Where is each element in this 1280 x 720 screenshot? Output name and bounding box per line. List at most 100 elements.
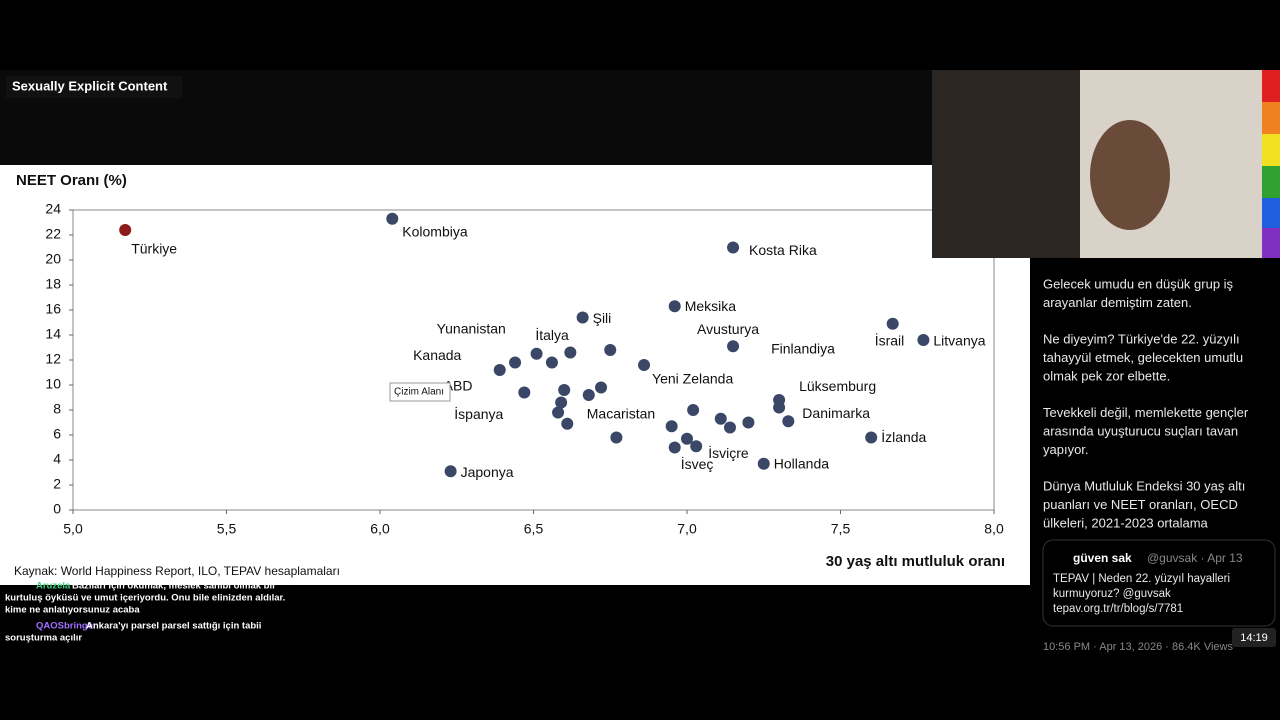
point <box>757 457 770 470</box>
x-tick-label: 7,0 <box>677 521 697 537</box>
y-tick-label: 12 <box>45 351 61 367</box>
quote-text: TEPAV | Neden 22. yüzyıl hayalleri <box>1053 573 1230 585</box>
point-label: Yeni Zelanda <box>652 371 733 387</box>
point-label: İsrail <box>875 331 905 348</box>
x-tick-label: 5,5 <box>217 521 237 537</box>
point-label: Hollanda <box>774 455 829 471</box>
y-axis-label: NEET Oranı (%) <box>16 172 127 189</box>
point <box>865 431 878 444</box>
point <box>576 311 589 324</box>
point <box>119 224 132 236</box>
point-label: Kosta Rika <box>749 242 817 258</box>
point <box>886 317 899 330</box>
x-axis-label: 30 yaş altı mutluluk oranı <box>826 553 1005 570</box>
point-label: Lüksemburg <box>799 378 876 394</box>
y-tick-label: 20 <box>45 251 61 267</box>
timer-box <box>1232 628 1276 647</box>
point-label: ABD <box>444 378 473 394</box>
quote-text: kurmuyoruz? @guvsak <box>1053 588 1171 600</box>
point-label: Şili <box>593 310 612 326</box>
tooltip-box <box>389 382 451 402</box>
y-tick-label: 22 <box>45 226 61 242</box>
point <box>530 347 543 360</box>
point <box>444 465 457 478</box>
point <box>668 441 681 454</box>
point <box>545 356 558 369</box>
tweet-meta: 10:56 PM · Apr 13, 2026 · 86.4K Views <box>1043 641 1233 653</box>
point-label: Meksika <box>685 298 737 314</box>
x-tick-label: 6,5 <box>524 521 544 537</box>
x-tick-label: 7,5 <box>831 521 851 537</box>
y-tick-label: 24 <box>45 201 61 217</box>
point-label: Kanada <box>413 347 461 363</box>
point <box>638 359 651 371</box>
chat-user: Aruzela <box>36 581 71 592</box>
point <box>610 431 623 444</box>
point <box>561 417 574 430</box>
tweet-text: ülkeleri, 2021-2023 ortalama <box>1043 515 1209 530</box>
tooltip: Çizim Alanı <box>394 387 444 398</box>
quote-card[interactable] <box>1042 539 1276 627</box>
point <box>604 344 617 356</box>
chat: Aruzela Bazıları için okumak, meslek sahi… <box>5 581 285 644</box>
point <box>687 404 700 416</box>
y-tick-label: 2 <box>53 476 61 492</box>
point-label: İzlanda <box>881 428 926 445</box>
point <box>595 381 608 394</box>
y-tick-label: 10 <box>45 376 61 392</box>
point-label: Türkiye <box>131 241 177 257</box>
point <box>668 300 681 313</box>
point-label: Finlandiya <box>771 341 835 357</box>
point <box>782 415 795 428</box>
tweet-text: arayanlar demiştim zaten. <box>1043 295 1192 310</box>
point <box>555 396 568 409</box>
point-label: Japonya <box>461 464 514 480</box>
y-tick-label: 18 <box>45 276 61 292</box>
y-tick-label: 0 <box>53 501 61 517</box>
tweet-text: puanları ve NEET oranları, OECD <box>1043 497 1238 512</box>
chat-text: kime ne anlatıyorsunuz acaba <box>5 605 140 616</box>
point <box>727 340 740 353</box>
point <box>681 432 693 445</box>
sidebar: Gelecek umudu en düşük grup iş arayanlar … <box>1043 276 1249 615</box>
tweet-text: arasında uyuşturucu suçları tavan <box>1043 423 1238 438</box>
point <box>917 334 930 346</box>
chat-text: soruşturma açılır <box>5 633 82 644</box>
point <box>742 416 755 429</box>
stripe <box>1262 134 1280 166</box>
quote-handle: @guvsak · Apr 13 <box>1147 551 1243 565</box>
chat-text: Ankara'yı parsel parsel sattığı için tab… <box>86 621 261 632</box>
chat-text: kurtuluş öyküsü ve umut içeriyordu. Onu … <box>5 593 285 604</box>
tweet-text: olmak pek zor elbette. <box>1043 368 1170 383</box>
point <box>518 386 531 399</box>
point <box>509 356 522 369</box>
point <box>773 401 786 414</box>
y-tick-label: 16 <box>45 301 61 317</box>
point-label: İspanya <box>454 405 503 422</box>
stripe <box>1262 102 1280 134</box>
x-tick-label: 5,0 <box>63 521 83 537</box>
y-tick-label: 8 <box>53 401 61 417</box>
point <box>665 420 678 433</box>
overlay-badge <box>6 76 182 98</box>
point-label: Kolombiya <box>402 223 468 239</box>
point <box>727 241 740 254</box>
source: Kaynak: World Happiness Report, ILO, TEP… <box>14 564 340 578</box>
x-tick-label: 8,0 <box>984 521 1004 537</box>
point-label: İsviçre <box>708 444 749 461</box>
point <box>552 406 565 419</box>
point-label: Danimarka <box>802 405 870 421</box>
overlay-label: Sexually Explicit Content <box>12 78 168 93</box>
stripe <box>1262 166 1280 198</box>
point <box>714 412 727 425</box>
tweet-text: Ne diyeyim? Türkiye'de 22. yüzyılı <box>1043 331 1240 346</box>
timer: 14:19 <box>1240 632 1268 644</box>
point <box>558 384 571 396</box>
point-label: İtalya <box>535 326 569 343</box>
y-tick-label: 14 <box>45 326 61 342</box>
x-tick-label: 6,0 <box>370 521 390 537</box>
point-label: Litvanya <box>933 333 985 349</box>
y-tick-label: 4 <box>53 451 61 467</box>
